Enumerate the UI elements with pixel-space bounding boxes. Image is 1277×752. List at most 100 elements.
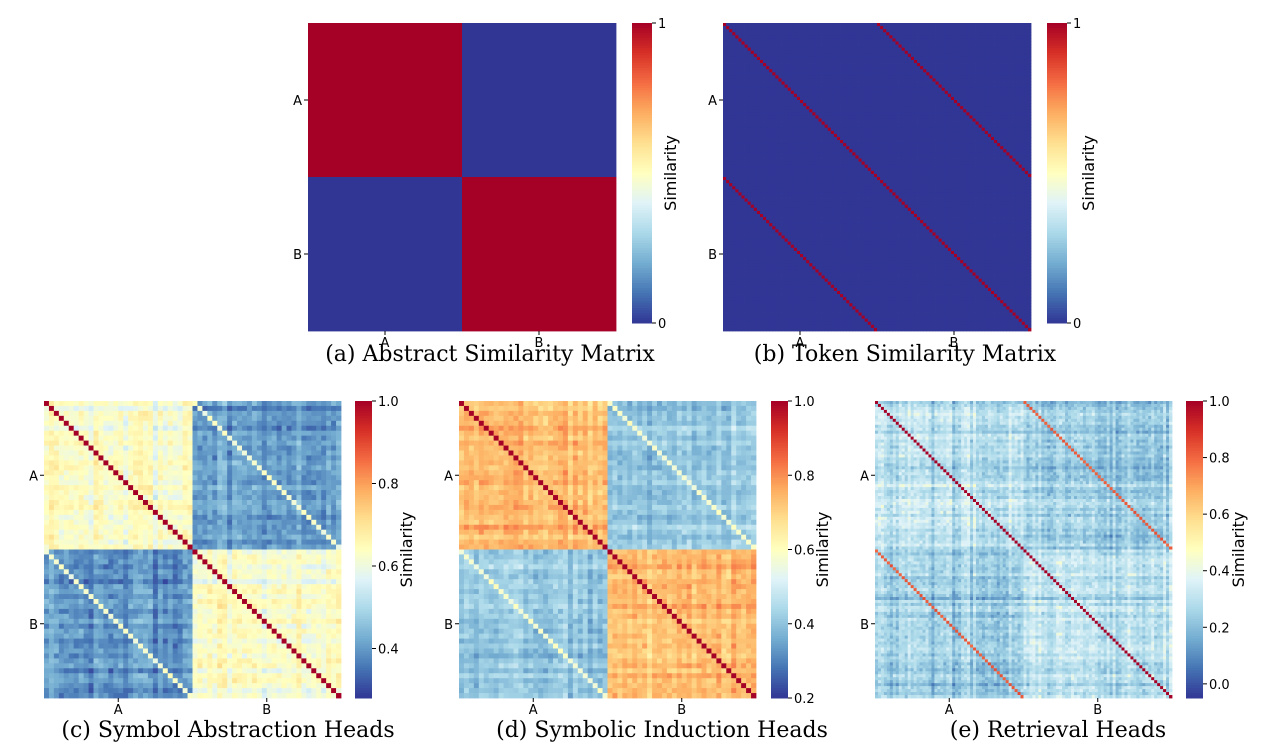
heatmap-cell [990,69,995,73]
heatmap-cell [763,81,767,85]
heatmap-cell [723,81,727,85]
heatmap-cell [830,130,835,135]
heatmap-cell [1027,93,1032,98]
heatmap-cell [975,59,980,64]
heatmap-cell [1021,53,1026,58]
heatmap-cell [858,23,862,27]
heatmap-cell [821,164,826,169]
heatmap-cell [747,115,752,119]
heatmap-cell [744,170,749,175]
heatmap-cell [883,93,887,98]
heatmap-cell [910,100,915,104]
heatmap-cell [775,26,779,30]
heatmap-cell [954,47,958,52]
heatmap-cell [781,66,785,70]
heatmap-cell [917,167,921,172]
heatmap-cell [775,47,779,52]
heatmap-cell [840,38,844,42]
heatmap-cell [1027,47,1032,52]
heatmap-cell [981,90,986,95]
heatmap-cell [849,44,853,49]
heatmap-cell [917,127,921,132]
heatmap-cell [1015,81,1020,85]
heatmap-cell [852,164,856,169]
heatmap-cell [809,53,813,58]
colorbar-segment [632,290,652,294]
heatmap-cell [969,90,973,95]
heatmap-cell [824,109,829,113]
heatmap-cell [984,75,989,79]
heatmap-cell [793,149,798,153]
heatmap-cell [1018,35,1023,39]
heatmap-cell [753,109,758,113]
heatmap-cell [790,66,795,70]
heatmap-cell [966,78,970,82]
heatmap-cell [815,72,819,76]
heatmap-cell [778,100,782,104]
heatmap-cell [889,109,893,113]
heatmap-cell [744,143,749,147]
heatmap-cell [969,59,973,64]
heatmap-cell [846,66,850,70]
heatmap-cell [1021,90,1026,95]
heatmap-cell [938,41,943,45]
heatmap-cell [858,133,862,138]
heatmap-cell [957,161,961,166]
heatmap-cell [978,50,983,55]
heatmap-cell [849,146,853,150]
heatmap-cell [1015,90,1020,95]
heatmap-cell [1009,127,1013,132]
heatmap-cell [944,133,949,138]
heatmap-cell [781,112,785,116]
heatmap-cell [796,59,801,64]
heatmap-cell [726,81,730,85]
heatmap-cell [840,133,844,138]
heatmap-cell [855,115,859,119]
colorbar-segment [632,165,652,169]
heatmap-cell [772,118,776,122]
heatmap-cell [855,167,859,172]
heatmap-cell [827,90,832,95]
heatmap-cell [960,109,964,113]
heatmap-cell [769,32,773,36]
heatmap-cell [821,115,826,119]
heatmap-cell [824,124,829,129]
heatmap-cell [308,23,463,178]
heatmap-cell [836,167,841,172]
heatmap-cell [769,38,773,42]
heatmap-cell [806,90,810,95]
heatmap-cell [966,66,970,70]
heatmap-cell [892,90,896,95]
heatmap-cell [769,112,773,116]
heatmap-cell [935,118,939,122]
heatmap-cell [1012,161,1016,166]
colorbar-segment [632,310,652,314]
heatmap-cell [978,29,983,33]
heatmap-cell [966,90,970,95]
heatmap-cell [836,155,841,159]
heatmap-cell [833,69,838,73]
heatmap-cell [880,121,884,126]
heatmap-cell [763,53,767,58]
heatmap-cell [821,44,826,49]
heatmap-cell [756,158,761,162]
heatmap-cell [824,23,829,27]
heatmap-cell [818,56,822,61]
heatmap-cell [966,115,970,119]
heatmap-cell [997,136,1001,141]
heatmap-cell [941,149,946,153]
heatmap-cell [994,130,998,135]
colorbar-segment [632,275,652,279]
heatmap-cell [827,93,832,98]
heatmap-cell [852,63,856,67]
heatmap-cell [735,130,739,135]
heatmap-cell [929,59,933,64]
heatmap-cell [926,72,930,76]
heatmap-cell [1027,96,1032,101]
heatmap-cell [870,59,875,64]
heatmap-cell [858,106,862,110]
heatmap-cell [803,81,807,85]
heatmap-cell [904,115,909,119]
heatmap-cell [910,59,915,64]
heatmap-cell [870,133,875,138]
